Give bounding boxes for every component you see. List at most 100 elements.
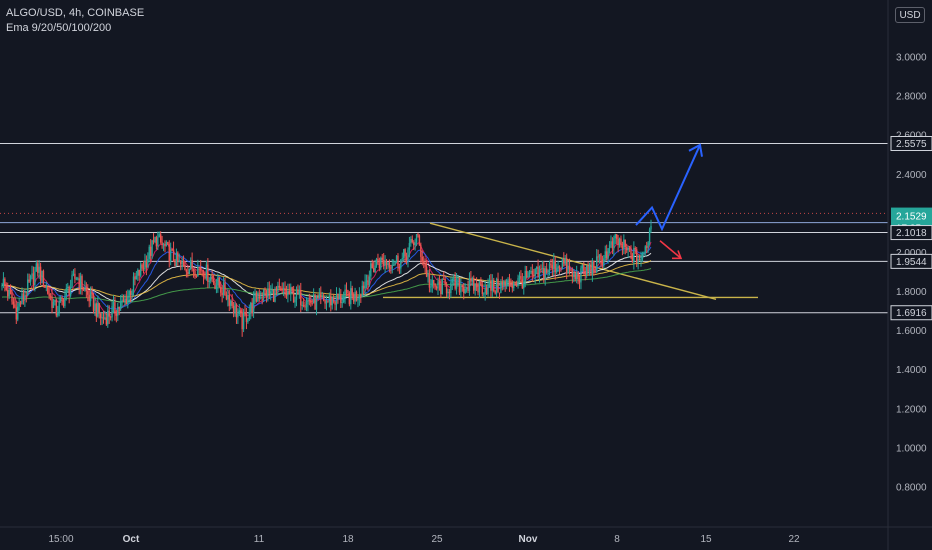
candle — [357, 297, 359, 308]
price-axis: 3.00002.80002.60002.40002.20002.00001.80… — [887, 0, 927, 550]
candle — [87, 284, 89, 302]
candle — [45, 281, 48, 292]
candle — [534, 268, 536, 284]
candle — [102, 311, 105, 324]
y-tick-label: 0.8000 — [896, 483, 927, 494]
candle — [523, 276, 525, 295]
candle — [453, 274, 455, 286]
candle — [640, 251, 642, 267]
candle — [27, 273, 29, 296]
candle — [184, 260, 186, 271]
candle — [394, 260, 396, 266]
candle — [568, 258, 571, 275]
candle — [1, 282, 3, 291]
candle — [521, 273, 524, 290]
candle — [189, 257, 192, 271]
svg-text:2.5575: 2.5575 — [896, 139, 927, 150]
candle — [503, 279, 505, 290]
descending-trendline[interactable] — [429, 222, 717, 301]
candle — [169, 242, 172, 266]
candle — [347, 289, 349, 296]
candle — [637, 254, 639, 270]
candle — [424, 258, 426, 274]
candle — [81, 274, 83, 295]
candle — [497, 272, 499, 293]
candle — [139, 262, 142, 278]
candle — [129, 288, 132, 303]
candle — [327, 300, 329, 303]
candle — [111, 301, 113, 322]
candle — [500, 279, 502, 294]
candle — [457, 274, 459, 287]
candle — [647, 241, 649, 253]
candle — [398, 263, 401, 274]
candle — [455, 272, 458, 295]
candle — [557, 260, 559, 273]
candle — [625, 243, 628, 254]
candle — [77, 276, 79, 281]
candle — [541, 260, 544, 274]
candle — [19, 300, 22, 307]
candle — [85, 282, 88, 298]
candle — [355, 290, 358, 302]
candle — [328, 292, 331, 308]
candle — [252, 291, 255, 319]
currency-button[interactable]: USD — [895, 7, 925, 23]
candle — [627, 246, 629, 259]
candle — [84, 280, 86, 292]
candle — [12, 297, 15, 309]
candle — [485, 284, 488, 295]
candle — [137, 268, 139, 282]
candle — [553, 253, 555, 276]
candle — [478, 280, 481, 298]
candle — [375, 257, 378, 268]
candle — [167, 241, 169, 246]
candle — [337, 293, 339, 304]
candle — [354, 287, 356, 305]
candle — [52, 298, 55, 309]
candle — [364, 274, 366, 297]
candle — [491, 274, 494, 298]
bearish-projection-arrow[interactable] — [659, 240, 682, 259]
candle — [615, 234, 618, 244]
candle — [461, 284, 464, 292]
candle — [388, 259, 391, 273]
candle — [382, 253, 385, 270]
candle — [124, 294, 126, 307]
candle — [341, 294, 343, 308]
candle — [648, 227, 651, 246]
candle — [61, 295, 63, 306]
candle — [131, 289, 133, 302]
candle — [225, 291, 228, 301]
candle — [530, 266, 532, 274]
y-tick-label: 1.2000 — [896, 404, 927, 415]
candle — [214, 280, 216, 290]
candle — [611, 237, 614, 255]
candle — [37, 260, 39, 277]
candle — [165, 240, 168, 247]
candle — [89, 286, 92, 307]
candle — [495, 277, 498, 298]
candle — [278, 278, 281, 290]
candle — [291, 286, 293, 294]
candle — [257, 291, 259, 303]
candle — [454, 272, 456, 291]
candle — [408, 236, 411, 258]
bearish-arrowhead — [672, 250, 683, 260]
candle — [227, 289, 229, 307]
candle — [387, 262, 389, 270]
candle — [255, 290, 258, 303]
candle — [282, 282, 285, 297]
bullish-projection-arrow[interactable] — [635, 144, 701, 232]
candle — [391, 259, 393, 274]
candle — [138, 269, 140, 281]
candle — [220, 281, 222, 297]
candle — [481, 281, 484, 297]
candle — [581, 264, 584, 273]
candle — [631, 252, 634, 263]
candle — [125, 290, 128, 305]
candle — [473, 275, 475, 294]
candle — [344, 284, 346, 304]
candle — [300, 282, 302, 312]
